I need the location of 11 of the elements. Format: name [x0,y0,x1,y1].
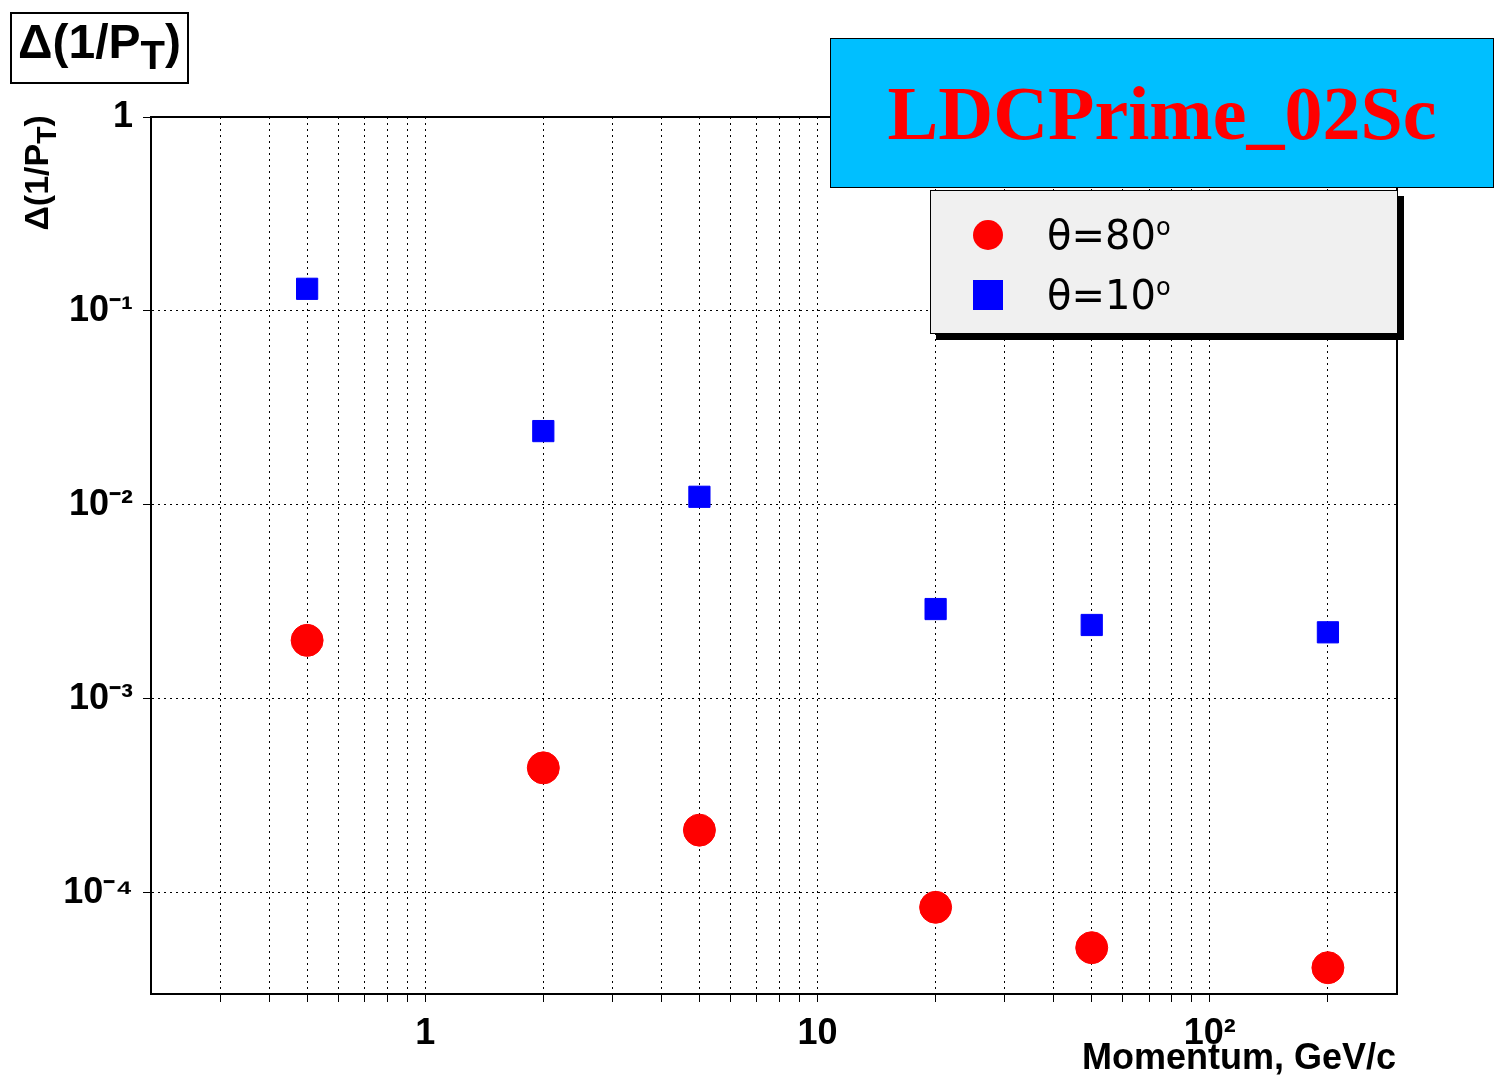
x-tick-label: 10 [797,1010,838,1052]
y-tick-label: 10⁻¹ [68,287,133,329]
chart-subtitle: LDCPrime_02Sc [830,38,1494,188]
x-tick-label: 1 [415,1010,436,1052]
legend-label: θ=10$^{o}$ [1047,272,1171,318]
chart-title: Δ(1/P$_{T}$) [10,12,189,84]
y-tick-label: 10⁻³ [68,675,134,717]
y-tick-label: 10⁻² [68,481,134,523]
legend-label: θ=80$^{o}$ [1047,212,1171,258]
y-tick-label: 10⁻⁴ [63,869,133,911]
y-tick-label: 1 [112,93,133,135]
